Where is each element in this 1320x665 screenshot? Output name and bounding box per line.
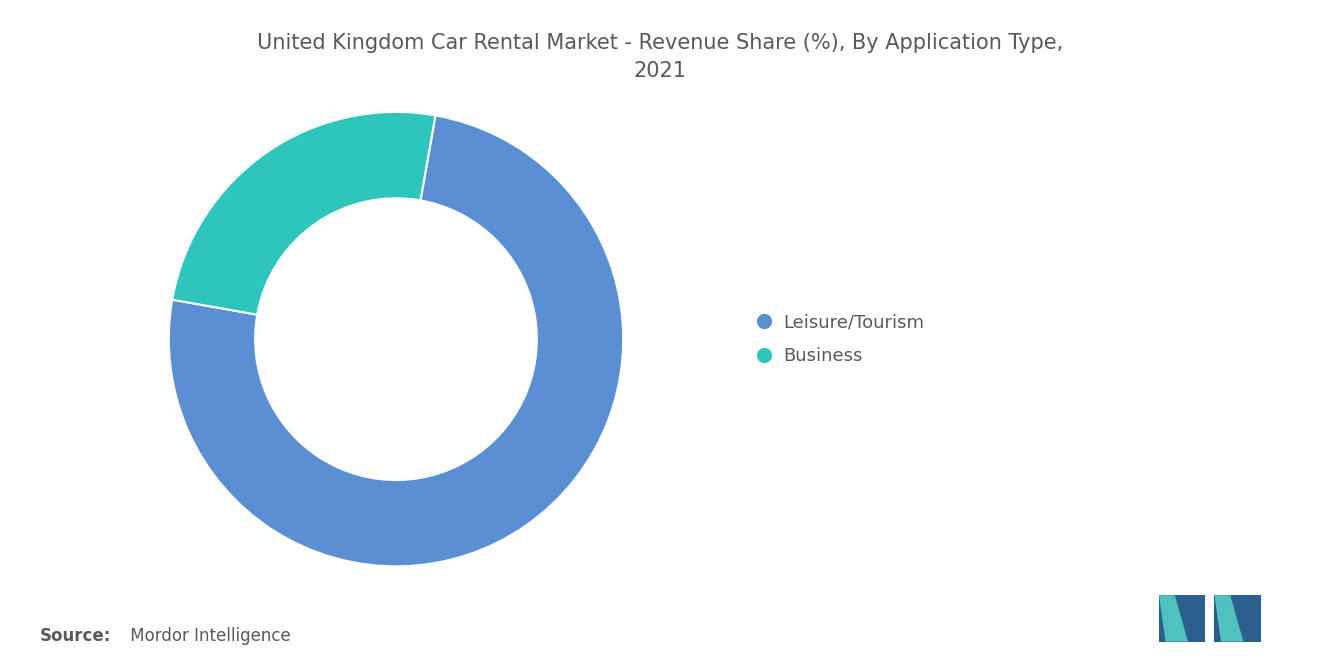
Wedge shape [169, 116, 623, 567]
Polygon shape [1214, 595, 1243, 642]
Polygon shape [1159, 595, 1205, 642]
Text: United Kingdom Car Rental Market - Revenue Share (%), By Application Type,
2021: United Kingdom Car Rental Market - Reven… [257, 33, 1063, 81]
Polygon shape [1159, 595, 1188, 642]
Text: Mordor Intelligence: Mordor Intelligence [125, 627, 292, 645]
Polygon shape [1214, 595, 1261, 642]
Legend: Leisure/Tourism, Business: Leisure/Tourism, Business [759, 313, 924, 365]
Wedge shape [172, 112, 436, 315]
Text: Source:: Source: [40, 627, 111, 645]
